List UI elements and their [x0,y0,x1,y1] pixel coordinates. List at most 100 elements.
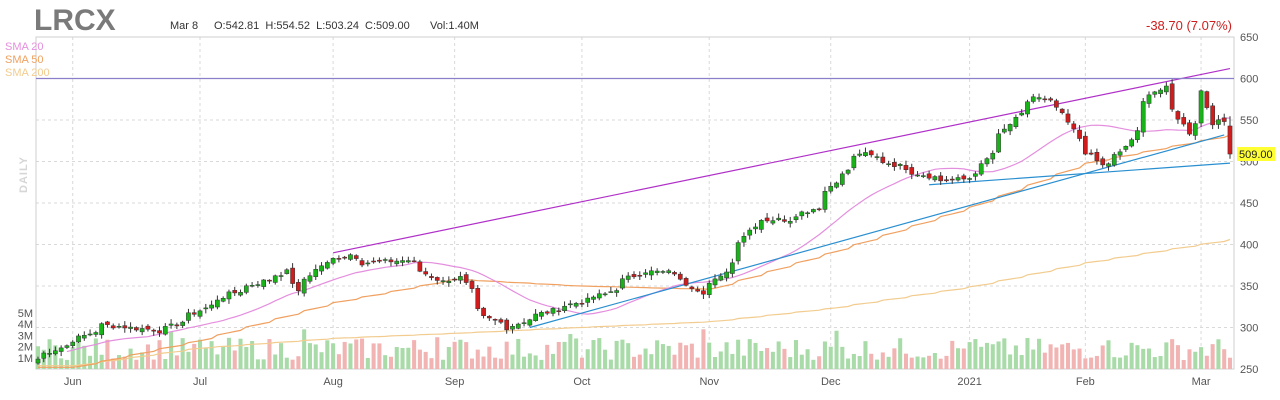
volume-bar [498,358,503,369]
candlestick [637,271,643,281]
candle-body [1007,124,1013,132]
volume-bar [273,354,278,369]
candlestick [53,346,58,356]
candlestick [243,283,249,295]
candle-body [58,347,64,352]
candlestick [301,276,307,297]
candlestick [944,176,949,183]
candlestick [377,257,382,264]
candlestick [955,174,961,182]
price-tick-label: 250 [1240,364,1258,376]
volume-bar [348,343,353,369]
candle-body [868,150,874,156]
candle-body [1106,163,1111,167]
candle-body [191,312,197,315]
volume-bar [603,349,608,369]
candle-body [249,285,255,287]
candle-body [81,334,87,339]
candle-body [1019,112,1025,116]
candle-body [1030,96,1036,102]
candlestick [157,326,162,337]
candlestick [741,232,747,247]
candle-body [793,216,799,221]
trendline-upper [332,67,1231,254]
volume-bar [1083,358,1088,369]
candle-body [475,288,481,310]
legend-sma200: SMA 200 [5,67,50,79]
candlestick [1100,156,1106,168]
volume-bar [608,359,613,369]
candle-body [53,350,58,355]
volume-bar [1164,342,1169,369]
candle-body [122,325,128,329]
volume-bar [232,350,237,369]
candlestick [105,320,110,328]
candle-body [209,304,214,309]
candlestick [382,257,388,264]
volume-bar [111,358,116,369]
volume-bar [371,343,376,369]
volume-bar [979,346,984,369]
candlestick [284,268,290,275]
candle-body [458,276,463,281]
candle-body [903,165,909,170]
volume-bar [1193,351,1198,369]
volume-bar [880,352,885,369]
volume-bar [290,359,295,369]
candle-body [1192,123,1198,136]
candle-body [110,325,116,329]
volume-bar [695,357,700,369]
volume-bar [406,347,411,369]
candle-body [660,271,666,273]
candle-body [614,290,619,293]
candle-body [405,260,411,263]
volume-bar [932,353,937,369]
volume-bar [637,354,642,369]
candlestick [1129,137,1134,148]
price-tick-label: 350 [1240,281,1258,293]
candle-body [735,242,741,262]
candlestick [1210,103,1215,130]
volume-bar [568,334,573,369]
candle-body [944,179,949,182]
candlestick [272,274,278,285]
candle-body [1054,100,1059,108]
candlestick [492,318,498,326]
volume-bar [76,342,81,369]
candle-body [296,282,301,291]
quote-date: Mar 8 [170,20,198,32]
volume-bar [1170,339,1175,369]
volume-bar [221,346,226,369]
volume-bar [510,354,515,369]
volume-bar [938,358,943,369]
candlestick [712,274,718,288]
candle-body [324,262,330,269]
candle-body [197,310,203,317]
candlestick [1065,109,1071,125]
volume-bar [82,345,87,369]
candle-body [550,308,556,314]
candlestick [909,163,915,180]
volume-bar [151,359,156,369]
candlestick [689,285,695,292]
candlestick [255,281,261,288]
candle-body [261,279,267,287]
volume-bar [336,354,341,369]
candlestick [313,264,319,280]
candlestick [776,213,781,222]
volume-bar [215,354,220,369]
candlestick [515,322,521,330]
price-tick-label: 450 [1240,198,1258,210]
volume-bar [626,343,631,369]
volume-tick-label: 3M [18,330,33,342]
candle-body [712,278,718,286]
candle-body [47,353,52,355]
candlestick [1187,119,1192,136]
candle-body [874,156,880,158]
candlestick [811,208,816,214]
candlestick [672,270,677,277]
volume-bar [967,342,972,369]
volume-bar [388,356,393,369]
candle-body [602,293,608,296]
month-tick-label: Jul [193,376,207,388]
